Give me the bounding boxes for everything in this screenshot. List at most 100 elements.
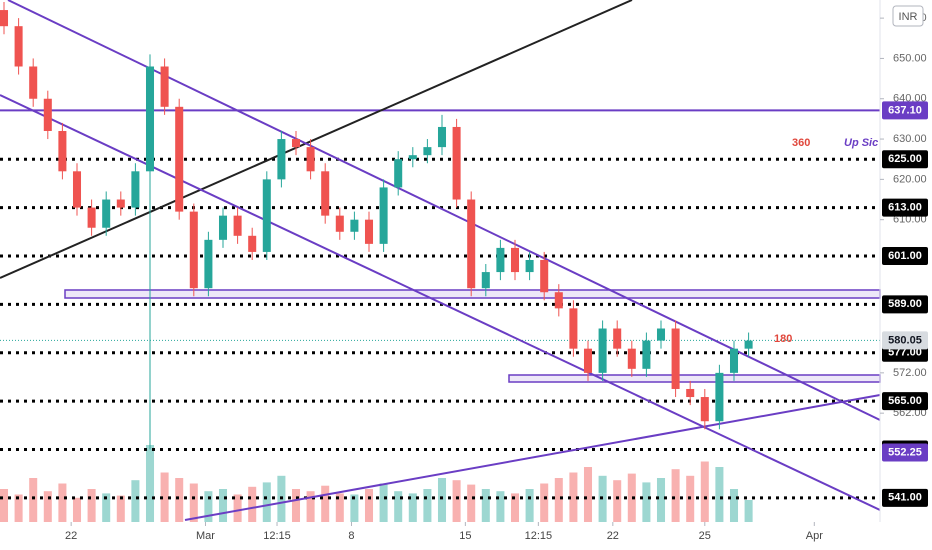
volume-bar (467, 484, 476, 522)
candle-body (437, 126, 447, 148)
marker-label: 552.25 (888, 446, 922, 458)
marker-label: 637.10 (888, 104, 922, 116)
volume-bar (291, 489, 301, 522)
candle-body (306, 147, 315, 172)
volume-bar (452, 480, 461, 522)
y-tick-label: 630.00 (893, 133, 927, 145)
x-tick-label: 8 (348, 530, 354, 542)
candle-body (481, 272, 490, 289)
volume-bar (58, 483, 67, 522)
volume-bar (700, 461, 709, 522)
volume-bar (160, 472, 169, 522)
candle-body (160, 66, 169, 107)
volume-bar (744, 500, 753, 522)
volume-bar (116, 495, 125, 522)
level-label: 625.00 (888, 153, 922, 165)
candle-body (233, 215, 242, 236)
currency-box (892, 5, 924, 27)
volume-layer (0, 445, 753, 522)
volume-bar (510, 493, 520, 522)
volume-bar (379, 483, 388, 522)
candle-body (627, 348, 636, 369)
zone-box (508, 374, 881, 383)
candle-body (496, 247, 505, 273)
candle-body (656, 328, 666, 341)
y-tick-label: 572.00 (893, 367, 927, 379)
candle-body (116, 199, 125, 208)
level-label-box (882, 392, 928, 411)
volume-bar (262, 482, 271, 522)
volume-bar (437, 478, 447, 522)
candle-body (175, 106, 184, 212)
candle-body (510, 247, 520, 273)
y-tick-label: 650.00 (893, 52, 927, 64)
candle-body (715, 372, 724, 422)
candle-body (671, 328, 680, 389)
volume-bar (233, 494, 242, 522)
candle-body (14, 26, 23, 67)
candle-body (744, 340, 753, 349)
volume-bar (102, 493, 111, 522)
candle-body (364, 219, 374, 244)
candle-body (204, 239, 213, 289)
level-label-box (882, 488, 928, 507)
marker-label-box (882, 443, 928, 462)
volume-bar (43, 491, 52, 522)
candle-body (0, 10, 9, 27)
candle-body (72, 171, 82, 208)
x-tick-label: 12:15 (263, 530, 291, 542)
volume-bar (145, 445, 155, 522)
annotation: 180 (774, 333, 792, 345)
candle-body (569, 308, 578, 349)
volume-bar (583, 467, 593, 522)
candle-body (262, 179, 271, 252)
candle-body (554, 292, 563, 309)
x-tick-label: 22 (65, 530, 77, 542)
candle-body (58, 130, 67, 172)
candle-body (379, 187, 388, 244)
volume-bar (627, 473, 636, 522)
candle-body (350, 219, 359, 232)
volume-bar (525, 489, 534, 522)
volume-bar (204, 491, 213, 522)
volume-bar (364, 489, 374, 522)
volume-bar (131, 480, 140, 522)
candle-body (394, 159, 403, 188)
candle-body (729, 348, 739, 373)
candle-body (87, 207, 96, 228)
candle-body (642, 340, 651, 369)
candle-body (525, 259, 534, 273)
candle-body (43, 98, 52, 131)
volume-bar (394, 491, 403, 522)
candle-body (335, 215, 344, 232)
volume-bar (423, 489, 432, 522)
level-label: 589.00 (888, 298, 922, 310)
volume-bar (321, 485, 330, 522)
candle-body (277, 139, 286, 180)
volume-bar (87, 489, 96, 522)
volume-bar (671, 469, 680, 522)
volume-bar (729, 489, 739, 522)
candle-body (423, 147, 432, 156)
candle-body (248, 235, 257, 252)
level-label-box (882, 198, 928, 217)
candle-body (452, 126, 461, 200)
zone-box (64, 289, 881, 299)
x-tick-label: Mar (196, 530, 215, 542)
volume-bar (248, 486, 257, 522)
candle-body (408, 155, 417, 160)
volume-bar (642, 482, 651, 522)
candle-layer (0, 2, 753, 450)
volume-bar (189, 483, 198, 522)
volume-bar (29, 478, 38, 522)
candle-body (29, 66, 38, 99)
x-tick-label: 22 (607, 530, 619, 542)
annotation: 360 (792, 137, 810, 149)
trend-line (0, 0, 633, 279)
x-tick-label: 12:15 (525, 530, 553, 542)
trend-line (184, 394, 881, 521)
candle-body (291, 139, 301, 148)
candle-body (218, 215, 228, 240)
